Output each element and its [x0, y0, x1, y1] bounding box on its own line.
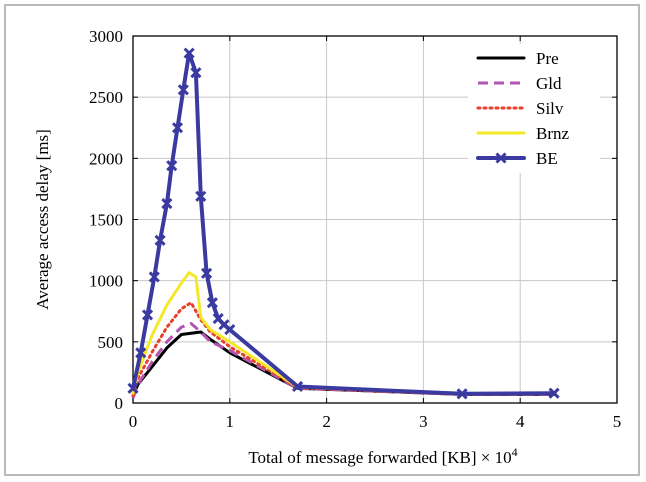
- data-point-be: [224, 324, 236, 336]
- x-tick-label: 1: [226, 412, 235, 431]
- y-tick-label: 1500: [89, 211, 123, 230]
- x-axis-label: Total of message forwarded [KB] × 104: [248, 445, 517, 467]
- legend-label-gld: Gld: [536, 74, 562, 93]
- data-point-be: [141, 309, 154, 321]
- data-point-be: [135, 347, 147, 359]
- data-point-be: [206, 297, 218, 309]
- legend-box: [468, 44, 600, 173]
- y-tick-label: 500: [98, 333, 124, 352]
- data-point-be: [148, 271, 160, 283]
- legend: Pre Gld Silv Brnz BE: [468, 44, 600, 173]
- data-point-be: [161, 198, 173, 210]
- x-tick-label: 3: [419, 412, 428, 431]
- data-point-be: [548, 387, 560, 399]
- data-point-be: [201, 267, 213, 279]
- series-line-silv: [131, 301, 556, 398]
- y-tick-label: 0: [115, 394, 124, 413]
- y-tick-label: 3000: [89, 27, 123, 46]
- legend-marker-be: [495, 152, 507, 164]
- data-point-be: [190, 67, 202, 79]
- series-line-gld: [131, 322, 555, 399]
- data-point-be: [127, 382, 139, 394]
- data-point-be: [456, 388, 468, 400]
- series-group: [127, 47, 560, 400]
- y-axis-label: Average access delay [ms]: [33, 129, 52, 309]
- data-point-be: [154, 234, 166, 246]
- axis-ticks: 0 1 2 3 4 5 0 500 1000 1500 2000 2500 3000: [89, 27, 621, 431]
- legend-label-pre: Pre: [536, 49, 559, 68]
- y-tick-label: 1000: [89, 272, 123, 291]
- data-point-be: [171, 122, 184, 134]
- legend-label-be: BE: [536, 149, 558, 168]
- y-tick-label: 2500: [89, 88, 123, 107]
- data-point-be: [177, 84, 189, 96]
- x-tick-label: 4: [516, 412, 525, 431]
- x-axis-label-exponent: 4: [512, 445, 518, 459]
- x-tick-label: 0: [129, 412, 138, 431]
- data-point-be: [166, 160, 178, 172]
- legend-label-silv: Silv: [536, 99, 564, 118]
- x-tick-label: 5: [613, 412, 622, 431]
- data-point-be: [183, 47, 195, 59]
- legend-label-brnz: Brnz: [536, 124, 570, 143]
- data-point-be: [291, 380, 304, 393]
- x-axis-label-main: Total of message forwarded [KB] × 10: [248, 448, 511, 467]
- data-point-be: [195, 190, 207, 202]
- x-tick-label: 2: [322, 412, 331, 431]
- y-tick-label: 2000: [89, 149, 123, 168]
